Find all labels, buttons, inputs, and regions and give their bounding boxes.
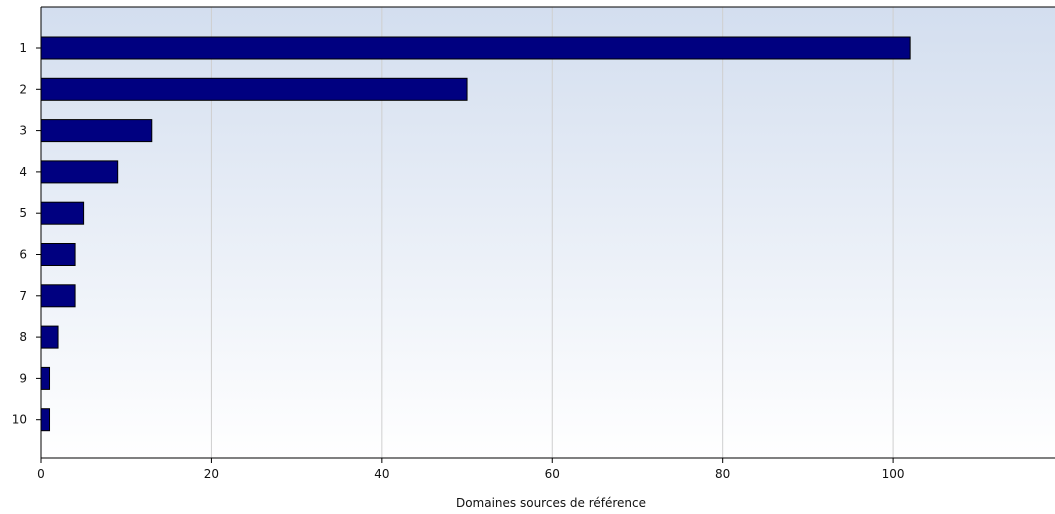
bar (40, 366, 51, 390)
x-tick-label: 40 (374, 467, 389, 481)
y-tick-label: 2 (19, 82, 27, 96)
x-tick-label: 20 (204, 467, 219, 481)
x-tick-label: 60 (545, 467, 560, 481)
bar (40, 160, 119, 184)
y-tick-label: 10 (12, 413, 27, 427)
y-tick-label: 9 (19, 371, 27, 385)
bar (40, 325, 59, 349)
bar (40, 243, 76, 266)
y-tick-label: 4 (19, 165, 27, 179)
bar (40, 119, 153, 143)
y-tick-label: 8 (19, 330, 27, 344)
y-tick-label: 7 (19, 289, 27, 303)
plot-background (41, 7, 1055, 458)
x-axis-title: Domaines sources de référence (456, 496, 646, 510)
x-tick-label: 0 (37, 467, 45, 481)
bar (40, 77, 468, 101)
axes (36, 6, 1055, 463)
x-tick-label: 80 (715, 467, 730, 481)
y-tick-label: 1 (19, 41, 27, 55)
bar (40, 408, 51, 432)
bars (40, 36, 911, 432)
y-tick-label: 6 (19, 248, 27, 262)
bar (40, 201, 85, 225)
bar (40, 36, 911, 60)
tick-labels: 0 20 40 60 80 100 1 2 3 4 5 6 7 8 9 10 (12, 41, 905, 481)
bar (40, 284, 76, 308)
y-tick-label: 3 (19, 124, 27, 138)
x-tick-label: 100 (882, 467, 905, 481)
y-tick-label: 5 (19, 206, 27, 220)
